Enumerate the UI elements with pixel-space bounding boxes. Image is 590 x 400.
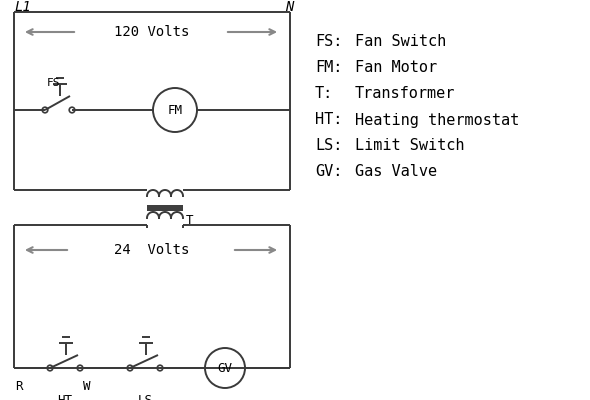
Text: N: N xyxy=(285,0,293,14)
Text: R: R xyxy=(15,380,22,393)
Text: Heating thermostat: Heating thermostat xyxy=(355,112,519,128)
Text: Transformer: Transformer xyxy=(355,86,455,102)
Text: Fan Switch: Fan Switch xyxy=(355,34,446,50)
Text: Gas Valve: Gas Valve xyxy=(355,164,437,180)
Text: LS: LS xyxy=(137,394,152,400)
Text: FM:: FM: xyxy=(315,60,342,76)
Text: 24  Volts: 24 Volts xyxy=(114,243,190,257)
Text: T:: T: xyxy=(315,86,333,102)
Text: Fan Motor: Fan Motor xyxy=(355,60,437,76)
Text: W: W xyxy=(83,380,90,393)
Text: HT:: HT: xyxy=(315,112,342,128)
Text: FS: FS xyxy=(47,78,61,88)
Text: FM: FM xyxy=(168,104,182,116)
Text: T: T xyxy=(186,214,194,226)
Text: FS:: FS: xyxy=(315,34,342,50)
Text: 120 Volts: 120 Volts xyxy=(114,25,190,39)
Text: Limit Switch: Limit Switch xyxy=(355,138,464,154)
Text: L1: L1 xyxy=(14,0,31,14)
Text: LS:: LS: xyxy=(315,138,342,154)
Text: GV:: GV: xyxy=(315,164,342,180)
Text: GV: GV xyxy=(218,362,232,374)
Text: HT: HT xyxy=(57,394,73,400)
